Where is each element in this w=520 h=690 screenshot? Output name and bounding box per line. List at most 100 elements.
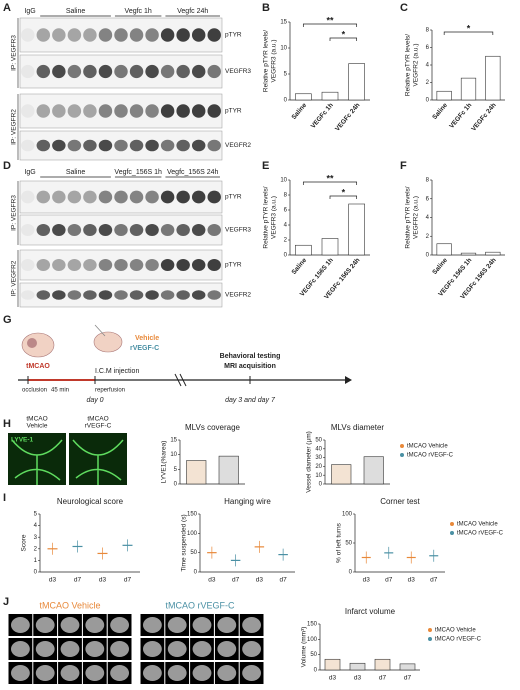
band bbox=[98, 28, 113, 42]
y-tick-label: 50 bbox=[310, 652, 317, 658]
mri-slice bbox=[217, 665, 237, 681]
y-tick-label: 0 bbox=[194, 570, 198, 576]
band bbox=[52, 104, 66, 118]
panel-letter: D bbox=[3, 160, 11, 172]
band bbox=[98, 290, 113, 300]
y-tick-label: 2 bbox=[426, 234, 430, 240]
lane-label: Vegfc_156S 24h bbox=[167, 169, 218, 176]
band-label: pTYR bbox=[225, 108, 242, 115]
mri-slice bbox=[142, 617, 162, 633]
mri-slice bbox=[217, 641, 237, 657]
legend-label: tMCAO rVEGF-C bbox=[457, 531, 504, 537]
bar bbox=[348, 63, 365, 101]
band bbox=[67, 290, 82, 300]
y-axis-label: LYVE1(%area) bbox=[161, 441, 168, 484]
band bbox=[98, 139, 113, 152]
x-tick-label: VEGFc 1h bbox=[448, 102, 473, 130]
legend-swatch bbox=[400, 444, 404, 448]
bar bbox=[331, 464, 352, 485]
band-label: pTYR bbox=[225, 262, 242, 269]
mri-slice bbox=[242, 665, 262, 681]
band bbox=[160, 64, 175, 79]
chart-title: MLVs coverage bbox=[185, 423, 241, 432]
band bbox=[160, 104, 175, 118]
significance-label: * bbox=[342, 187, 346, 197]
band bbox=[176, 290, 190, 300]
band bbox=[191, 104, 206, 118]
band bbox=[176, 224, 190, 236]
band-label: pTYR bbox=[225, 194, 242, 201]
band bbox=[52, 190, 66, 204]
legend-swatch bbox=[450, 531, 454, 535]
legend-label: tMCAO rVEGF-C bbox=[407, 453, 454, 459]
significance-bracket bbox=[329, 37, 358, 41]
band bbox=[83, 28, 97, 42]
band bbox=[98, 224, 113, 236]
band bbox=[21, 290, 35, 300]
band bbox=[160, 28, 175, 42]
y-tick-label: 0 bbox=[174, 482, 178, 488]
band bbox=[207, 28, 221, 42]
band bbox=[36, 104, 51, 118]
x-tick-label: d7 bbox=[280, 577, 288, 584]
band bbox=[36, 190, 51, 204]
panel-letter: C bbox=[400, 2, 408, 14]
timeline: tMCAO occlusion 45 min reperfusion I.C.M… bbox=[18, 324, 352, 404]
y-tick-label: 2 bbox=[284, 238, 288, 244]
band bbox=[36, 28, 51, 42]
band bbox=[67, 190, 82, 204]
y-tick-label: 15 bbox=[170, 438, 177, 444]
group-label: tMCAO rVEGF-C bbox=[166, 600, 235, 610]
x-tick-label: d7 bbox=[404, 675, 412, 682]
y-tick-label: 20 bbox=[315, 464, 322, 470]
band bbox=[67, 139, 82, 152]
y-axis-label: Time suspended (s) bbox=[181, 514, 188, 571]
legend-label: tMCAO Vehicle bbox=[457, 522, 498, 528]
x-tick-label: d7 bbox=[232, 577, 240, 584]
mri-slice bbox=[142, 641, 162, 657]
band bbox=[21, 28, 35, 42]
band bbox=[83, 64, 97, 79]
band-label: VEGFR2 bbox=[225, 142, 251, 149]
label: rVEGF-C bbox=[130, 345, 159, 352]
band bbox=[98, 190, 113, 204]
chart-title: Hanging wire bbox=[224, 497, 271, 506]
band bbox=[207, 224, 221, 236]
x-tick-label: Saline bbox=[431, 102, 449, 121]
band bbox=[114, 259, 128, 271]
band bbox=[160, 224, 175, 236]
band bbox=[129, 139, 144, 152]
y-tick-label: 0 bbox=[349, 570, 353, 576]
bar bbox=[218, 455, 239, 485]
legend-swatch bbox=[428, 628, 432, 632]
band bbox=[160, 290, 175, 300]
ip-label: IP: VEGFR2 bbox=[11, 109, 18, 145]
panel-letter: A bbox=[3, 2, 11, 14]
legend-swatch bbox=[400, 453, 404, 457]
y-tick-label: 0 bbox=[314, 668, 318, 674]
panel-letter: I bbox=[3, 492, 6, 504]
band bbox=[176, 104, 190, 118]
y-tick-label: 50 bbox=[345, 541, 352, 547]
needle bbox=[94, 324, 106, 337]
y-axis-label: Volume (mm³) bbox=[301, 627, 308, 668]
brain-icon bbox=[21, 332, 55, 358]
mri-slice bbox=[110, 641, 130, 657]
image-label: rVEGF-C bbox=[85, 423, 112, 430]
x-tick-label: d7 bbox=[379, 675, 387, 682]
group-label: tMCAO Vehicle bbox=[39, 600, 100, 610]
legend-swatch bbox=[450, 522, 454, 526]
band bbox=[207, 104, 221, 118]
band bbox=[145, 139, 159, 152]
band bbox=[98, 259, 113, 271]
band bbox=[191, 190, 206, 204]
arrow-head bbox=[345, 376, 352, 384]
legend-label: tMCAO Vehicle bbox=[435, 628, 476, 634]
band bbox=[145, 224, 159, 236]
mri-slice bbox=[35, 665, 55, 681]
x-tick-label: d3 bbox=[408, 577, 416, 584]
image-label: tMCAO bbox=[26, 416, 47, 423]
mri-slice bbox=[242, 641, 262, 657]
band bbox=[207, 190, 221, 204]
